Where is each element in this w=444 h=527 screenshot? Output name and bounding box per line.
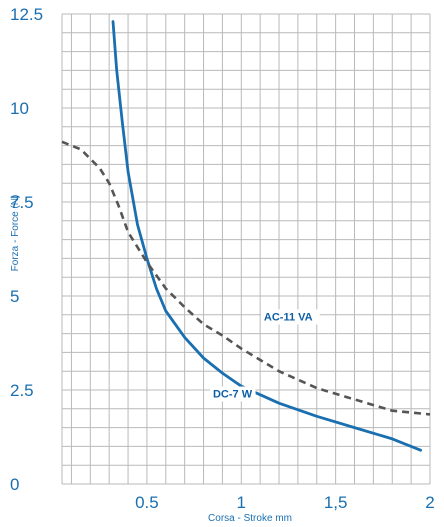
- series-annotation: DC-7 W: [209, 386, 256, 402]
- y-tick-label: 7.5: [10, 193, 34, 212]
- x-axis-label: Corsa - Stroke mm: [208, 513, 292, 524]
- x-tick-label: 1: [237, 493, 246, 512]
- chart-series: [61, 20, 431, 452]
- series-line-dc-7-w: [111, 20, 422, 452]
- annotation-background: [260, 309, 320, 325]
- y-axis-label: Forza - Force (N): [10, 195, 21, 272]
- chart-grid: [61, 13, 431, 485]
- annotation-label: AC-11 VA: [264, 311, 313, 323]
- y-axis-ticks: 0 2.5 5 7.5 10 12.5: [10, 5, 43, 494]
- x-tick-label: 0.5: [135, 493, 159, 512]
- series-line-ac-11-va: [61, 140, 431, 416]
- x-tick-label: 1,5: [324, 493, 348, 512]
- annotation-label: DC-7 W: [213, 389, 253, 401]
- y-tick-label: 10: [10, 99, 29, 118]
- series-annotation: AC-11 VA: [260, 309, 320, 325]
- y-tick-label: 12.5: [10, 5, 43, 24]
- annotation-background: [209, 386, 256, 402]
- chart-annotations: AC-11 VA DC-7 W: [209, 309, 320, 402]
- x-tick-label: 2: [425, 493, 434, 512]
- x-axis-ticks: 0.5 1 1,5 2: [135, 493, 435, 512]
- y-tick-label: 5: [10, 287, 19, 306]
- y-tick-label: 0: [10, 475, 19, 494]
- y-tick-label: 2.5: [10, 381, 34, 400]
